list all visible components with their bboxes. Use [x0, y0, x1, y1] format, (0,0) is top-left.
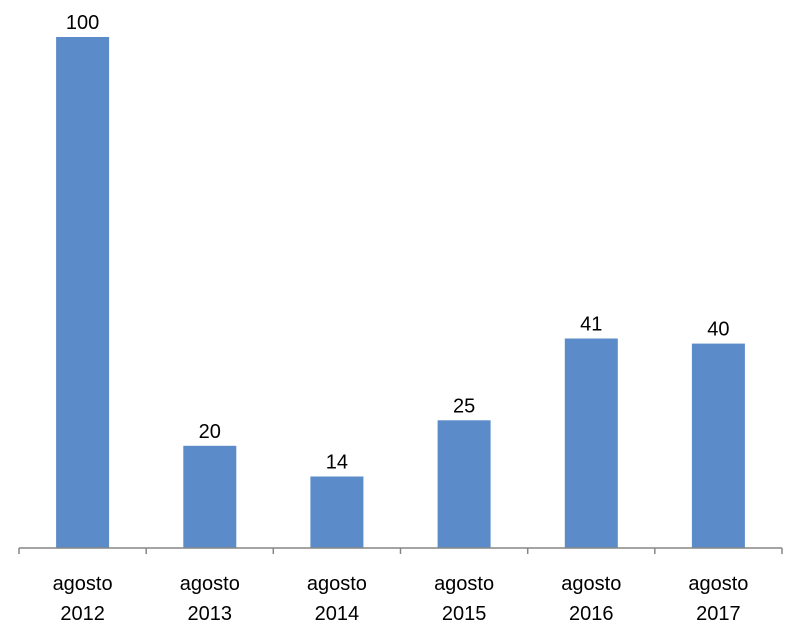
data-label: 14	[326, 452, 348, 474]
bar-agosto-2016	[564, 338, 618, 548]
data-label: 41	[580, 314, 602, 336]
data-label: 20	[199, 421, 221, 443]
x-tick-label: agosto 2015	[434, 573, 494, 625]
x-tick-label-line: agosto	[561, 573, 621, 595]
x-tick-label-line: 2015	[442, 603, 487, 625]
x-tick-label-line: agosto	[53, 573, 113, 595]
bar-agosto-2013	[183, 445, 237, 548]
x-axis	[18, 547, 783, 554]
bar-agosto-2015	[437, 420, 491, 549]
x-tick-label-line: 2017	[696, 603, 741, 625]
x-tick-label: agosto 2017	[688, 573, 748, 625]
x-tick-label-line: 2014	[315, 603, 360, 625]
bars-group	[56, 37, 745, 549]
data-labels-group: 100 20 14 25 41 40	[66, 12, 730, 474]
x-tick-label-line: 2016	[569, 603, 614, 625]
x-tick-label: agosto 2012	[53, 573, 113, 625]
x-tick-label: agosto 2014	[307, 573, 367, 625]
data-label: 25	[453, 395, 475, 417]
x-tick-label-line: 2012	[60, 603, 105, 625]
x-tick-label: agosto 2013	[180, 573, 240, 625]
data-label: 40	[707, 319, 729, 341]
bar-agosto-2012	[56, 37, 110, 548]
x-tick-labels-group: agosto 2012 agosto 2013 agosto 2014 agosto 2015…	[53, 573, 749, 625]
x-tick-label-line: agosto	[307, 573, 367, 595]
bar-agosto-2014	[310, 476, 364, 548]
x-tick-label-line: 2013	[188, 603, 233, 625]
x-tick-label-line: agosto	[180, 573, 240, 595]
bar-agosto-2017	[691, 343, 745, 548]
data-label: 100	[66, 12, 99, 34]
x-tick-label: agosto 2016	[561, 573, 621, 625]
x-tick-label-line: agosto	[434, 573, 494, 595]
x-tick-label-line: agosto	[688, 573, 748, 595]
